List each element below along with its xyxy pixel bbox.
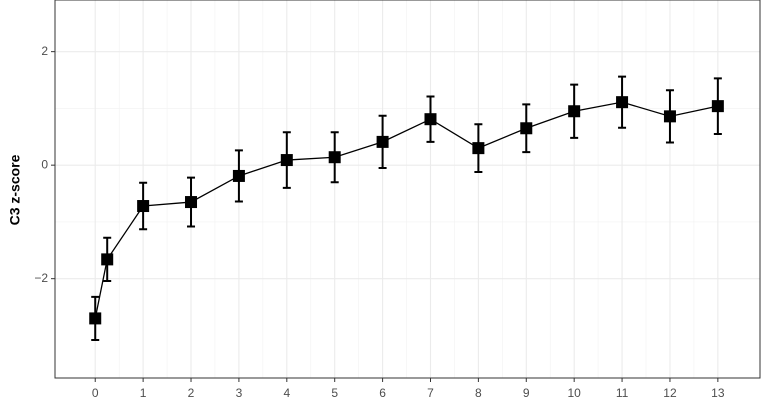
- point: [424, 113, 437, 126]
- x-tick-label: 2: [188, 386, 195, 400]
- point: [185, 196, 198, 209]
- y-tick-label: −2: [34, 271, 48, 285]
- point: [280, 154, 293, 167]
- point: [328, 151, 341, 164]
- x-tick-label: 7: [427, 386, 434, 400]
- panel-border: [54, 0, 761, 379]
- point: [663, 110, 676, 123]
- point: [711, 100, 724, 113]
- x-tick-label: 12: [663, 386, 677, 400]
- point: [616, 96, 629, 109]
- point: [568, 105, 581, 118]
- point: [520, 122, 533, 135]
- point: [101, 253, 114, 266]
- point: [472, 142, 485, 155]
- point: [376, 135, 389, 148]
- x-tick-label: 4: [283, 386, 290, 400]
- x-tick-label: 3: [236, 386, 243, 400]
- x-tick-label: 13: [711, 386, 725, 400]
- x-tick-label: 6: [379, 386, 386, 400]
- x-tick-label: 1: [140, 386, 147, 400]
- x-tick-label: 8: [475, 386, 482, 400]
- x-tick-label: 10: [567, 386, 581, 400]
- x-tick-label: 0: [92, 386, 99, 400]
- x-tick-label: 5: [331, 386, 338, 400]
- point: [89, 312, 102, 325]
- x-tick-label: 11: [616, 386, 629, 400]
- y-tick-label: 2: [41, 44, 48, 58]
- point: [232, 169, 245, 182]
- y-tick-label: 0: [41, 157, 48, 171]
- x-tick-label: 9: [523, 386, 530, 400]
- y-axis-label: C3 z-score: [7, 154, 23, 225]
- point: [137, 200, 150, 213]
